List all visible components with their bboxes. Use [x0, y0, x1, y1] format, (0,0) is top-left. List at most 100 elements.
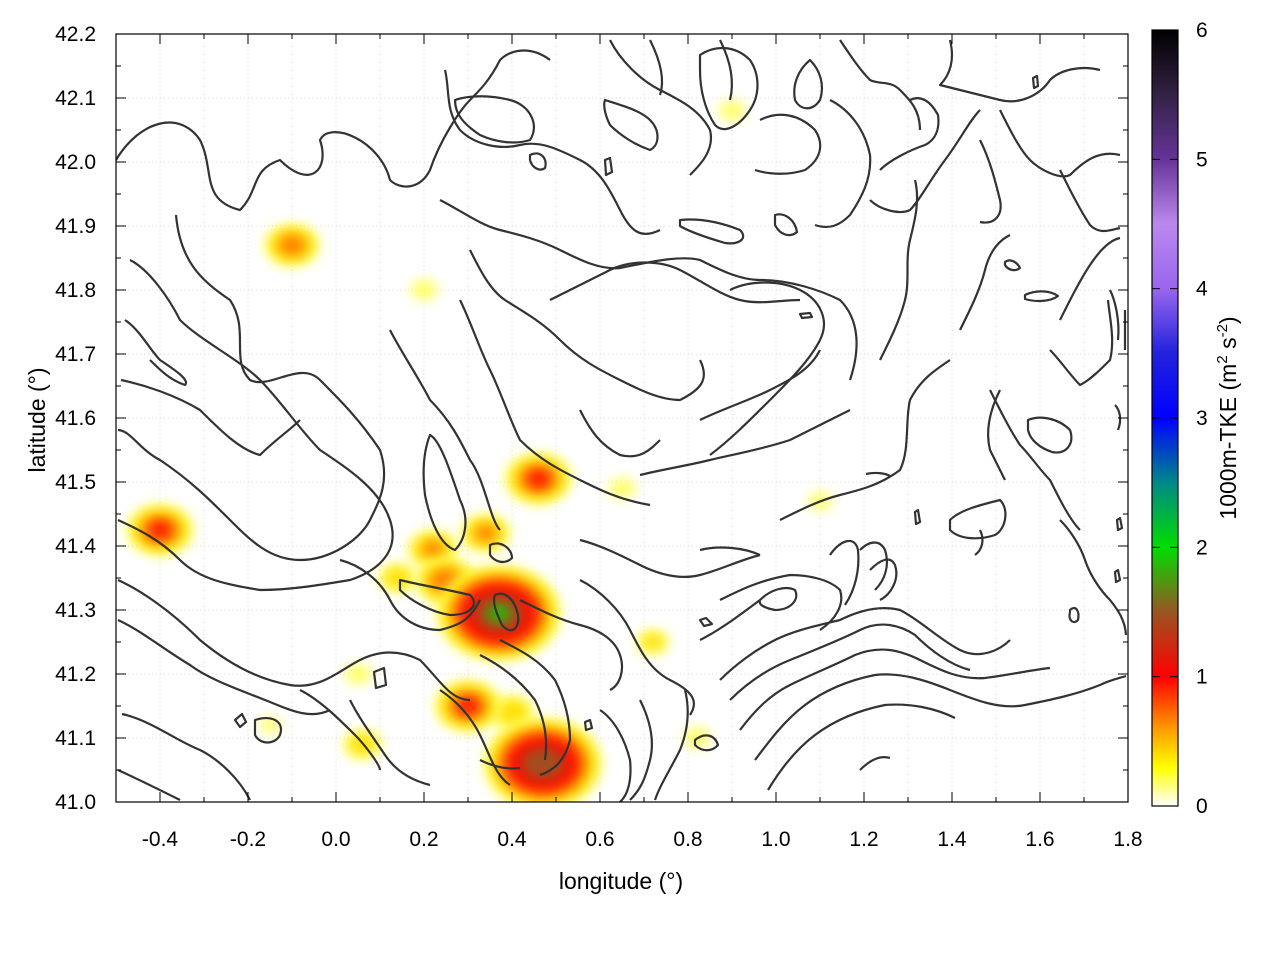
y-tick-label: 41.7: [55, 343, 96, 366]
terrain-contour: [959, 234, 1011, 331]
terrain-contours: [116, 39, 1128, 802]
colorbar-ticks: 0 1 2 3 4 5 6: [1152, 19, 1208, 818]
terrain-contour: [479, 759, 521, 770]
y-tick-label: 41.4: [55, 535, 96, 558]
terrain-contour: [603, 156, 614, 177]
terrain-contour: [839, 39, 922, 131]
terrain-contour: [698, 47, 759, 131]
colorbar-label-main: 1000m-TKE (m: [1215, 364, 1241, 520]
terrain-contour: [1031, 74, 1040, 90]
tke-heatmap: [126, 100, 832, 802]
y-tick-labels: 41.0 41.1 41.2 41.3 41.4 41.5 41.6 41.7 41.8 41.9…: [55, 23, 96, 814]
terrain-contour: [793, 58, 824, 110]
terrain-contour: [869, 109, 981, 214]
terrain-contour: [339, 558, 481, 632]
x-tick-label: 0.2: [409, 828, 438, 851]
terrain-contour: [1114, 404, 1122, 431]
terrain-contour: [117, 259, 394, 592]
tke-hotspot: [410, 279, 438, 301]
tke-hotspot: [384, 567, 411, 589]
terrain-contour: [719, 606, 1011, 681]
colorbar-label-sup2: -2: [1214, 324, 1231, 337]
terrain-contour: [678, 218, 745, 245]
terrain-contour: [938, 39, 1101, 103]
terrain-contour: [653, 689, 689, 801]
x-tick-label: 1.4: [937, 828, 967, 851]
x-tick-label: 0.4: [497, 828, 527, 851]
y-tick-label: 41.6: [55, 407, 96, 430]
x-tick-label: 1.0: [761, 828, 790, 851]
terrain-contour: [986, 389, 1006, 481]
tke-hotspot: [495, 700, 529, 725]
tke-hotspot: [149, 522, 171, 538]
terrain-contour: [859, 756, 891, 771]
terrain-contour: [829, 539, 860, 606]
terrain-contour: [469, 249, 706, 402]
colorbar-tick-label: 2: [1196, 536, 1208, 559]
terrain-contour: [989, 389, 1081, 531]
terrain-contour: [124, 319, 188, 387]
tke-hotspot: [642, 634, 664, 650]
tke-hotspot: [475, 525, 496, 542]
terrain-contour: [459, 299, 651, 507]
terrain-contour: [579, 579, 695, 716]
terrain-contour: [549, 261, 801, 304]
x-tick-label: -0.4: [142, 828, 179, 851]
terrain-contour: [349, 699, 431, 787]
colorbar-tick-label: 1: [1196, 666, 1208, 689]
tke-hotspot: [344, 663, 372, 685]
terrain-contour: [579, 538, 761, 579]
terrain-contour: [253, 717, 283, 744]
plot-frame: [115, 33, 1129, 803]
tke-hotspot: [259, 717, 281, 734]
terrain-contour: [709, 281, 825, 456]
terrain-contour: [603, 98, 659, 152]
terrain-contour: [699, 599, 761, 641]
tke-hotspot: [520, 746, 565, 781]
colorbar-tick-label: 3: [1196, 407, 1208, 430]
tke-hotspot: [488, 605, 510, 622]
colorbar-label-sup1: 2: [1214, 355, 1231, 363]
terrain-contour: [519, 599, 624, 691]
colorbar-tick-label: 0: [1196, 795, 1208, 818]
terrain-contour: [398, 578, 475, 617]
terrain-contour: [120, 378, 301, 457]
terrain-contour: [754, 113, 822, 175]
tke-hotspot: [608, 478, 636, 499]
y-tick-label: 41.5: [55, 471, 96, 494]
x-tick-labels: -0.4 -0.2 0.0 0.2 0.4 0.6 0.8 1.0 1.2 1.4 1.6 1.8: [142, 828, 1143, 851]
terrain-contour: [233, 712, 248, 729]
terrain-contour: [1023, 290, 1060, 303]
terrain-contour: [121, 712, 251, 801]
terrain-contour: [117, 578, 471, 702]
terrain-contour: [117, 618, 331, 716]
terrain-contour: [299, 689, 382, 771]
terrain-contour: [719, 573, 843, 631]
terrain-contour: [859, 541, 889, 591]
terrain-contour: [528, 152, 547, 171]
colorbar-label: 1000m-TKE (m2 s-2): [1214, 316, 1241, 519]
terrain-contour: [1059, 169, 1121, 233]
x-tick-label: -0.2: [230, 828, 266, 851]
terrain-contour: [439, 689, 511, 786]
y-tick-label: 41.2: [55, 663, 96, 686]
terrain-contour: [499, 639, 572, 777]
terrain-contour: [754, 673, 1127, 761]
terrain-contour: [913, 508, 922, 526]
y-tick-label: 42.1: [55, 87, 96, 110]
terrain-contour: [599, 709, 632, 802]
y-tick-label: 41.3: [55, 599, 96, 622]
terrain-contour: [649, 39, 664, 96]
tke-hotspot: [278, 235, 306, 256]
terrain-contour: [443, 69, 661, 236]
terrain-contour: [779, 359, 951, 521]
terrain-contour: [117, 214, 386, 562]
y-tick-label: 42.2: [55, 23, 96, 46]
terrain-contour: [948, 498, 1007, 540]
terrain-contour: [1113, 568, 1122, 584]
terrain-contour: [609, 39, 713, 176]
terrain-contour: [865, 471, 891, 477]
colorbar-tick-label: 5: [1196, 148, 1208, 171]
terrain-contour: [879, 179, 919, 361]
